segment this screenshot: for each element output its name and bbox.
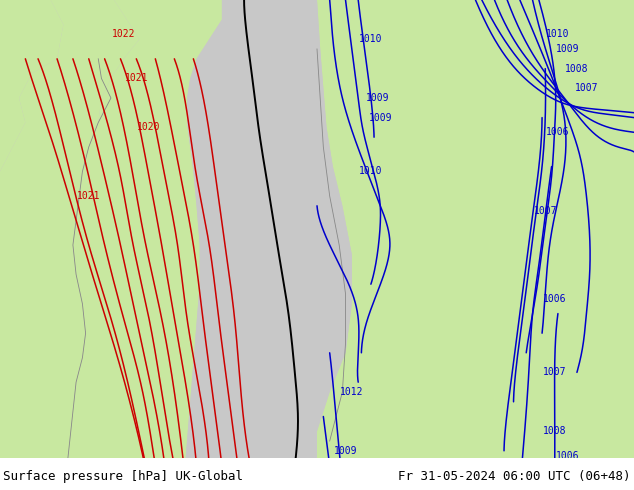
Text: 1008: 1008 (543, 426, 567, 436)
Text: 1021: 1021 (124, 74, 148, 83)
Text: Surface pressure [hPa] UK-Global: Surface pressure [hPa] UK-Global (3, 470, 243, 483)
Text: 1009: 1009 (555, 44, 579, 54)
Text: 1006: 1006 (546, 127, 570, 137)
Text: 1022: 1022 (112, 29, 136, 39)
Text: 1006: 1006 (562, 470, 586, 480)
Text: 1009: 1009 (368, 113, 392, 122)
Text: 1006: 1006 (555, 451, 579, 461)
Bar (0, 458, 634, 490)
Text: 1006: 1006 (543, 294, 567, 304)
Text: 1010: 1010 (359, 167, 383, 176)
Text: 1007: 1007 (543, 368, 567, 377)
Text: 1008: 1008 (565, 64, 589, 74)
Text: 1007: 1007 (574, 83, 598, 93)
Text: 1012: 1012 (340, 387, 364, 397)
Text: 1020: 1020 (137, 122, 161, 132)
Text: 1021: 1021 (77, 191, 101, 201)
Text: 1010: 1010 (546, 29, 570, 39)
Text: 1009: 1009 (365, 93, 389, 103)
Text: Fr 31-05-2024 06:00 UTC (06+48): Fr 31-05-2024 06:00 UTC (06+48) (398, 470, 631, 483)
Text: 1010: 1010 (359, 34, 383, 44)
Text: 1007: 1007 (533, 206, 557, 216)
Text: 1009: 1009 (333, 446, 358, 456)
